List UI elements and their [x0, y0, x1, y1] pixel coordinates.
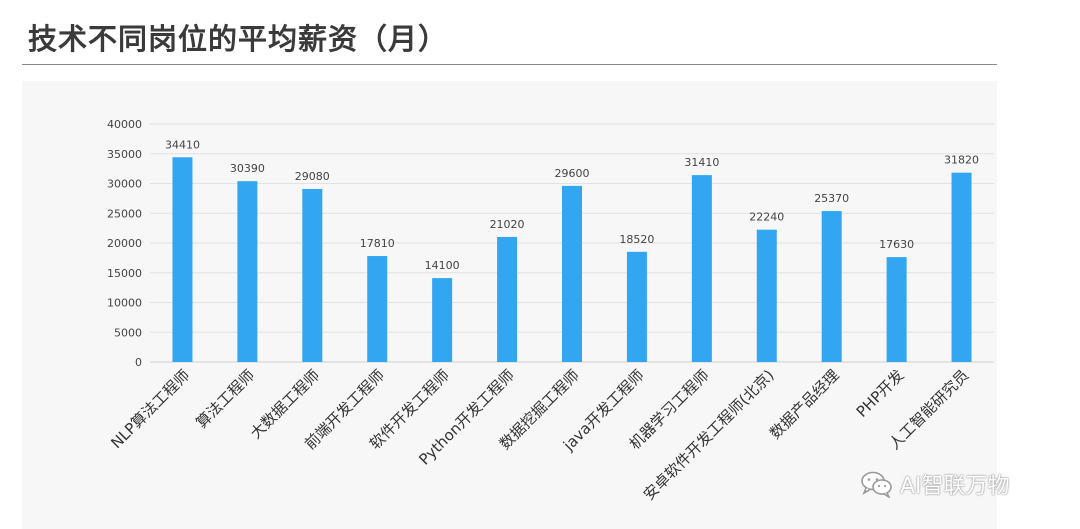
data-label: 17630 — [879, 238, 914, 251]
bar — [951, 172, 972, 362]
data-label: 22240 — [749, 211, 784, 224]
data-label: 14100 — [425, 259, 460, 272]
y-tick-label: 25000 — [107, 207, 142, 220]
bar — [821, 211, 842, 362]
x-tick-label: 安卓软件开发工程师(北京) — [640, 366, 778, 504]
data-label: 25370 — [814, 192, 849, 205]
bar — [886, 257, 907, 362]
data-label: 21020 — [490, 218, 525, 231]
data-label: 29600 — [555, 167, 590, 180]
data-label: 31820 — [944, 154, 979, 167]
page-title: 技术不同岗位的平均薪资（月） — [28, 22, 449, 56]
x-tick-label: NLP算法工程师 — [107, 366, 193, 452]
bar — [237, 181, 258, 362]
bar — [497, 236, 518, 362]
bar-chart: 0 5000 10000 15000 20000 25000 30000 35000 40000… — [107, 118, 994, 504]
data-label: 29080 — [295, 170, 330, 183]
title-divider — [22, 64, 997, 65]
data-label: 30390 — [230, 162, 265, 175]
y-tick-label: 40000 — [107, 118, 142, 131]
data-label: 18520 — [619, 233, 654, 246]
data-label: 17810 — [360, 237, 395, 250]
bar — [756, 229, 777, 362]
data-label: 31410 — [684, 156, 719, 169]
bar — [302, 188, 323, 362]
watermark-text: AI智联万物 — [900, 474, 1010, 499]
bar — [562, 185, 582, 362]
bar — [367, 256, 388, 362]
x-tick-label: PHP开发 — [853, 366, 908, 421]
chart-panel: 0 5000 10000 15000 20000 25000 30000 35000 40000… — [22, 81, 997, 529]
data-label: 34410 — [165, 138, 200, 151]
y-tick-label: 10000 — [107, 297, 142, 310]
y-tick-label: 15000 — [107, 267, 142, 280]
y-tick-label: 35000 — [107, 148, 142, 161]
y-tick-label: 30000 — [107, 178, 142, 191]
x-tick-label: 数据产品经理 — [766, 366, 842, 442]
y-tick-label: 5000 — [114, 326, 142, 339]
y-tick-label: 20000 — [107, 237, 142, 250]
y-tick-label: 0 — [135, 356, 142, 369]
x-tick-label: 算法工程师 — [192, 366, 258, 432]
bar — [172, 157, 193, 362]
bar — [626, 251, 647, 362]
bar — [432, 278, 453, 362]
wechat-icon — [861, 471, 892, 498]
bar — [691, 175, 712, 362]
watermark: AI智联万物 — [860, 468, 1010, 500]
